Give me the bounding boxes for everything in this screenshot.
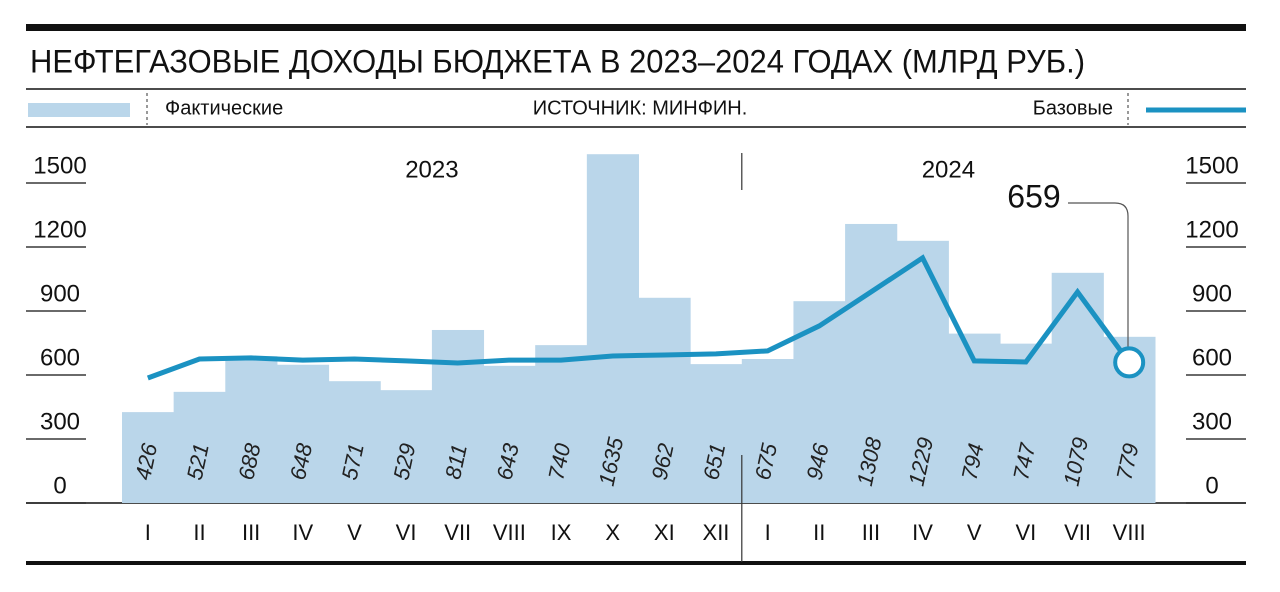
legend-label: Базовые xyxy=(1033,97,1113,119)
x-tick-label: II xyxy=(193,520,205,545)
bar xyxy=(328,381,381,503)
group-label: 2024 xyxy=(922,156,975,183)
x-tick-label: V xyxy=(967,520,982,545)
x-tick-label: III xyxy=(242,520,260,545)
y2-tick-label: 0 xyxy=(1205,472,1218,499)
bar xyxy=(483,365,536,503)
x-tick-label: X xyxy=(605,520,620,545)
y2-tick-label: 900 xyxy=(1192,280,1232,307)
bar xyxy=(741,359,794,503)
x-tick-label: XII xyxy=(703,520,730,545)
bar xyxy=(122,412,175,503)
bar xyxy=(690,364,743,503)
x-tick-label: VI xyxy=(396,520,417,545)
x-tick-label: I xyxy=(145,520,151,545)
bar xyxy=(276,364,330,503)
x-tick-label: XI xyxy=(654,520,675,545)
x-tick-label: IV xyxy=(292,520,313,545)
highlight-marker xyxy=(1113,346,1146,379)
top-rule xyxy=(26,24,1246,31)
bar xyxy=(586,154,639,503)
x-tick-label: III xyxy=(862,520,880,545)
line xyxy=(146,254,1132,381)
bar xyxy=(431,329,485,503)
y2-tick-label: 1200 xyxy=(1185,216,1238,243)
annotation: 659 xyxy=(1007,178,1060,214)
x-tick-label: VIII xyxy=(493,520,526,545)
legend-swatch xyxy=(28,103,130,117)
legend-label: Фактические xyxy=(165,97,283,119)
group-label: 2023 xyxy=(405,156,458,183)
x-tick-label: IX xyxy=(551,520,572,545)
source: ИСТОЧНИК: МИНФИН. xyxy=(533,97,748,119)
y-tick-label: 300 xyxy=(40,408,80,435)
y-tick-label: 600 xyxy=(40,344,80,371)
bar xyxy=(173,391,226,503)
y2-tick-label: 1500 xyxy=(1185,152,1238,179)
x-tick-label: I xyxy=(765,520,771,545)
x-tick-label: II xyxy=(813,520,825,545)
bar xyxy=(535,345,588,503)
x-tick-label: VIII xyxy=(1113,520,1146,545)
y2-tick-label: 300 xyxy=(1192,408,1232,435)
bar xyxy=(225,356,278,503)
y-tick-label: 1500 xyxy=(33,152,86,179)
bar xyxy=(896,240,949,503)
x-tick-label: VI xyxy=(1015,520,1036,545)
callout-line xyxy=(1068,202,1129,349)
y2-tick-label: 600 xyxy=(1192,344,1232,371)
x-tick-label: VII xyxy=(1064,520,1091,545)
x-tick-label: V xyxy=(347,520,362,545)
bar xyxy=(845,223,898,503)
x-tick-label: IV xyxy=(912,520,933,545)
x-tick-label: VII xyxy=(444,520,471,545)
bar xyxy=(1000,343,1053,503)
chart-title: НЕФТЕГАЗОВЫЕ ДОХОДЫ БЮДЖЕТА В 2023–2024 … xyxy=(30,43,1085,79)
bar xyxy=(380,390,433,503)
y-tick-label: 0 xyxy=(53,472,66,499)
bar xyxy=(638,297,691,503)
y-tick-label: 900 xyxy=(40,280,80,307)
bottom-rule xyxy=(26,561,1246,565)
y-tick-label: 1200 xyxy=(33,216,86,243)
